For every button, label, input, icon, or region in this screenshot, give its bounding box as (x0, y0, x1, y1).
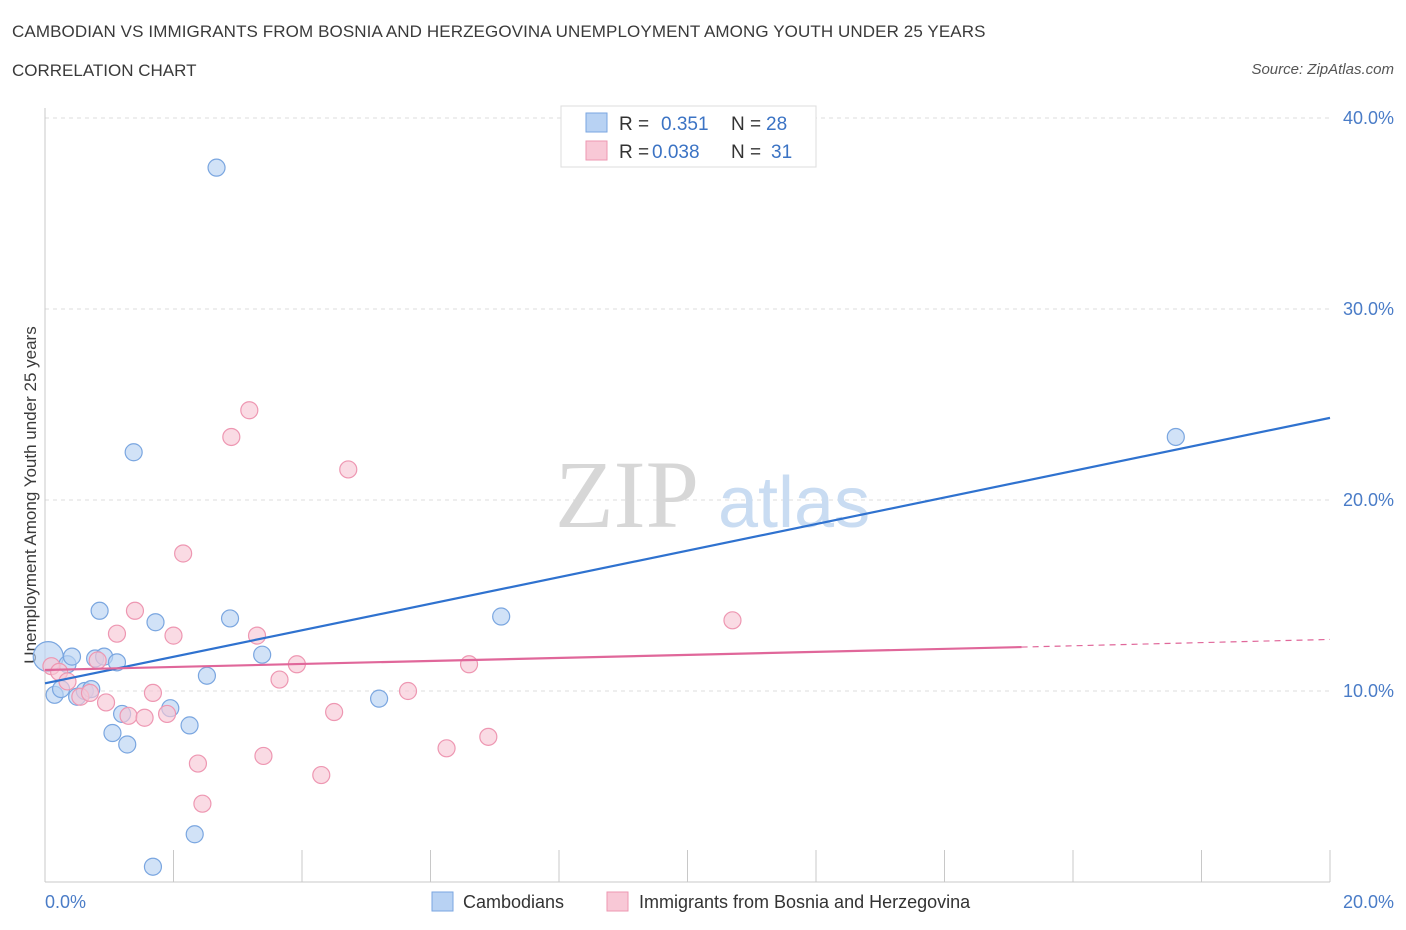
point-cambodian-21 (197, 666, 217, 685)
point-cambodian-26 (492, 607, 511, 626)
point-bosnia-5 (88, 651, 107, 670)
bottom-legend-swatch-pink (606, 891, 629, 912)
legend-swatch-pink (585, 140, 608, 161)
legend-swatch-blue (585, 112, 608, 133)
trend-lines (44, 416, 1331, 685)
point-bosnia-23 (312, 765, 331, 785)
y-tick-labels: 10.0% 20.0% 30.0% 40.0% (1343, 108, 1394, 701)
chart-title: CAMBODIAN VS IMMIGRANTS FROM BOSNIA AND … (12, 22, 986, 41)
point-bosnia-9 (125, 601, 145, 620)
legend-n-value-1: 28 (766, 114, 787, 135)
point-bosnia-4 (80, 683, 100, 703)
y-tick-label-20: 20.0% (1343, 490, 1394, 510)
point-bosnia-6 (96, 693, 116, 712)
point-bosnia-14 (174, 544, 193, 563)
point-bosnia-12 (157, 704, 177, 724)
x-tick-marks (44, 850, 1331, 882)
point-bosnia-18 (240, 401, 259, 420)
x-tick-label-min: 0.0% (45, 892, 86, 912)
legend-n-label-2: N = (731, 142, 761, 163)
legend-r-label-1: R = (619, 114, 649, 135)
point-bosnia-30 (723, 611, 742, 630)
y-tick-label-30: 30.0% (1343, 299, 1394, 319)
point-cambodian-23 (220, 609, 240, 628)
point-cambodian-16 (143, 857, 163, 876)
watermark: ZIP atlas (555, 441, 870, 548)
data-points (32, 158, 1185, 876)
point-cambodian-27 (1166, 427, 1185, 447)
y-axis-label: Unemployment Among Youth under 25 years (21, 326, 40, 663)
point-bosnia-15 (188, 754, 208, 773)
point-bosnia-17 (222, 427, 241, 447)
point-bosnia-28 (459, 655, 479, 674)
point-bosnia-29 (479, 727, 498, 746)
x-tick-label-max: 20.0% (1343, 892, 1394, 912)
watermark-zip: ZIP (555, 441, 699, 548)
point-bosnia-8 (119, 706, 138, 725)
point-cambodian-25 (370, 689, 389, 708)
point-cambodian-11 (103, 723, 122, 743)
trend-line-bosnia-extension (1021, 638, 1331, 648)
grid-lines (45, 117, 1330, 692)
bottom-legend-label-cambodians: Cambodians (463, 892, 564, 912)
trend-line-cambodians (44, 416, 1331, 685)
point-bosnia-27 (437, 739, 456, 758)
point-bosnia-13 (164, 626, 183, 645)
point-cambodian-14 (118, 735, 137, 754)
legend-r-value-1: 0.351 (661, 114, 709, 135)
point-bosnia-24 (325, 702, 344, 722)
point-cambodian-9 (90, 601, 109, 620)
watermark-atlas: atlas (718, 463, 870, 543)
point-cambodian-24 (253, 645, 272, 664)
point-bosnia-26 (398, 681, 418, 701)
point-bosnia-25 (339, 460, 358, 479)
source-label: Source: ZipAtlas.com (1251, 61, 1394, 78)
point-cambodian-17 (146, 613, 165, 632)
bottom-legend: Cambodians Immigrants from Bosnia and He… (431, 891, 971, 912)
legend-n-value-2: 31 (771, 142, 792, 163)
legend-r-label-2: R = (619, 142, 649, 163)
legend-box: R = 0.351 N = 28 R = 0.038 N = 31 (560, 105, 817, 168)
y-tick-label-40: 40.0% (1343, 108, 1394, 128)
legend-r-value-2: 0.038 (652, 142, 700, 163)
point-bosnia-10 (135, 708, 154, 727)
legend-n-label-1: N = (731, 114, 761, 135)
point-cambodian-15 (124, 443, 143, 462)
point-bosnia-16 (193, 794, 212, 813)
point-bosnia-21 (270, 670, 289, 689)
point-cambodian-4 (62, 647, 82, 666)
point-cambodian-20 (185, 825, 204, 844)
y-tick-label-10: 10.0% (1343, 681, 1394, 701)
chart-subtitle: CORRELATION CHART (12, 61, 197, 80)
bottom-legend-swatch-blue (431, 891, 454, 912)
trend-line-bosnia (44, 645, 1022, 672)
point-bosnia-20 (254, 746, 273, 766)
point-cambodian-19 (180, 716, 199, 735)
point-bosnia-7 (107, 624, 127, 643)
point-bosnia-11 (143, 683, 163, 703)
point-bosnia-2 (58, 672, 77, 691)
bottom-legend-label-bosnia: Immigrants from Bosnia and Herzegovina (639, 892, 971, 912)
point-cambodian-22 (207, 158, 226, 177)
